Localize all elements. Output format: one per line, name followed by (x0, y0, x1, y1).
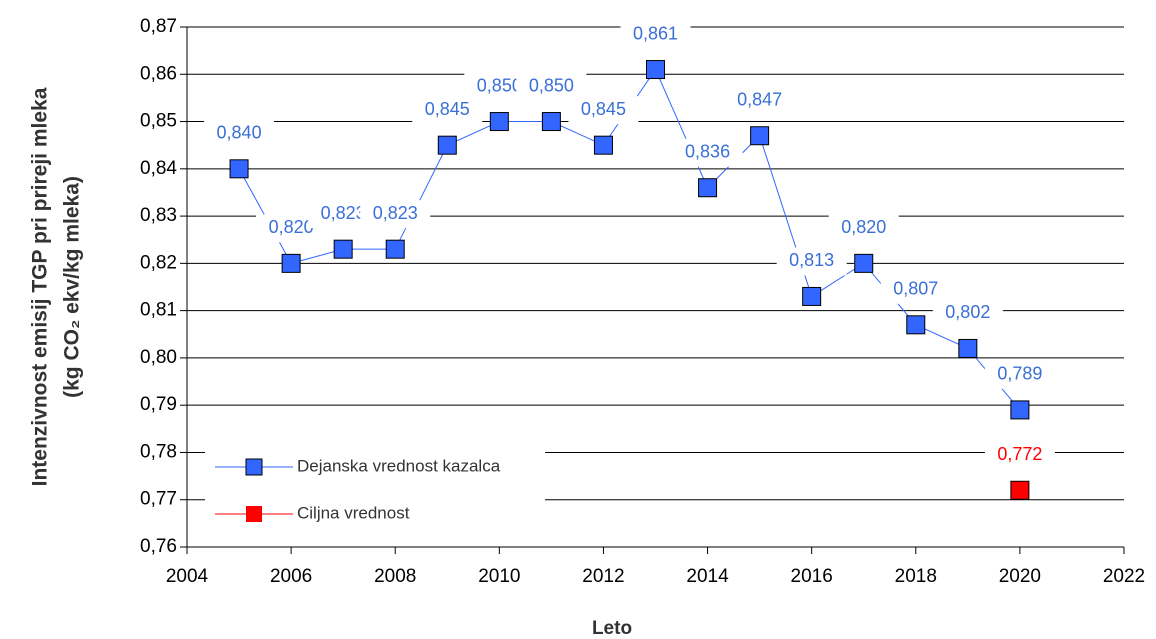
x-tick-label: 2012 (582, 566, 624, 587)
marker (958, 338, 978, 358)
y-tick-label: 0,78 (140, 441, 177, 462)
marker (802, 286, 822, 306)
marker (854, 253, 874, 273)
data-label-bg (932, 299, 1003, 328)
y-tick-label: 0,83 (140, 205, 177, 226)
y-tick-label: 0,76 (140, 536, 177, 557)
data-label-bg (880, 275, 951, 304)
data-label: 0,845 (581, 99, 626, 119)
data-label-bg (516, 72, 587, 101)
data-label: 0,847 (737, 89, 782, 109)
marker (1010, 400, 1030, 420)
data-label: 0,840 (217, 123, 262, 143)
marker (698, 178, 718, 198)
data-label: 0,772 (997, 444, 1042, 464)
legend-marker (246, 506, 262, 522)
marker (489, 112, 509, 132)
x-tick-label: 2016 (791, 566, 833, 587)
marker (281, 253, 301, 273)
x-tick-label: 2010 (478, 566, 520, 587)
y-axis-title: Intenzivnost emisij TGP pri prireji mlek… (29, 87, 52, 486)
data-label: 0,823 (321, 203, 366, 223)
data-label: 0,820 (841, 217, 886, 237)
y-axis-title: (kg CO₂ ekv/kg mleka) (61, 176, 84, 398)
legend-marker (245, 458, 263, 476)
y-tick-label: 0,84 (140, 158, 177, 179)
data-label-bg (984, 441, 1055, 470)
data-label: 0,802 (945, 302, 990, 322)
marker (750, 126, 770, 146)
marker (229, 159, 249, 179)
x-tick-label: 2020 (999, 566, 1041, 587)
data-label-bg (620, 20, 691, 49)
data-label: 0,861 (633, 23, 678, 43)
y-tick-label: 0,87 (140, 16, 177, 37)
data-label: 0,807 (893, 279, 938, 299)
marker (541, 112, 561, 132)
x-tick-label: 2008 (374, 566, 416, 587)
x-tick-label: 2014 (686, 566, 729, 587)
y-tick-label: 0,82 (140, 252, 177, 273)
data-label-bg (204, 119, 275, 148)
legend-label: Dejanska vrednost kazalca (297, 456, 501, 475)
y-tick-label: 0,77 (140, 489, 177, 510)
x-axis-title: Leto (592, 618, 632, 639)
data-label-bg (776, 247, 847, 276)
y-tick-label: 0,79 (140, 394, 177, 415)
data-label-bg (724, 86, 795, 115)
data-label: 0,823 (373, 203, 418, 223)
y-tick-label: 0,85 (140, 111, 177, 132)
data-label: 0,850 (477, 75, 522, 95)
data-label-bg (984, 360, 1055, 389)
x-tick-label: 2004 (166, 566, 209, 587)
x-tick-label: 2018 (895, 566, 937, 587)
x-tick-label: 2006 (270, 566, 312, 587)
data-label: 0,813 (789, 250, 834, 270)
data-label-bg (412, 96, 483, 125)
data-label: 0,845 (425, 99, 470, 119)
marker (593, 135, 613, 155)
data-label-bg (568, 96, 639, 125)
y-tick-label: 0,81 (140, 300, 177, 321)
marker (437, 135, 457, 155)
data-label-bg (828, 214, 899, 243)
data-label: 0,789 (997, 364, 1042, 384)
data-label: 0,820 (269, 217, 314, 237)
marker (333, 239, 353, 259)
x-tick-label: 2022 (1103, 566, 1145, 587)
marker (1010, 480, 1030, 500)
marker (906, 315, 926, 335)
legend-label: Ciljna vrednost (297, 503, 410, 522)
data-label-bg (672, 138, 743, 167)
y-tick-label: 0,80 (140, 347, 177, 368)
marker (646, 60, 665, 80)
y-tick-label: 0,86 (140, 63, 177, 84)
data-label-bg (360, 200, 431, 229)
marker (385, 239, 405, 259)
data-label: 0,836 (685, 141, 730, 161)
data-label: 0,850 (529, 75, 574, 95)
